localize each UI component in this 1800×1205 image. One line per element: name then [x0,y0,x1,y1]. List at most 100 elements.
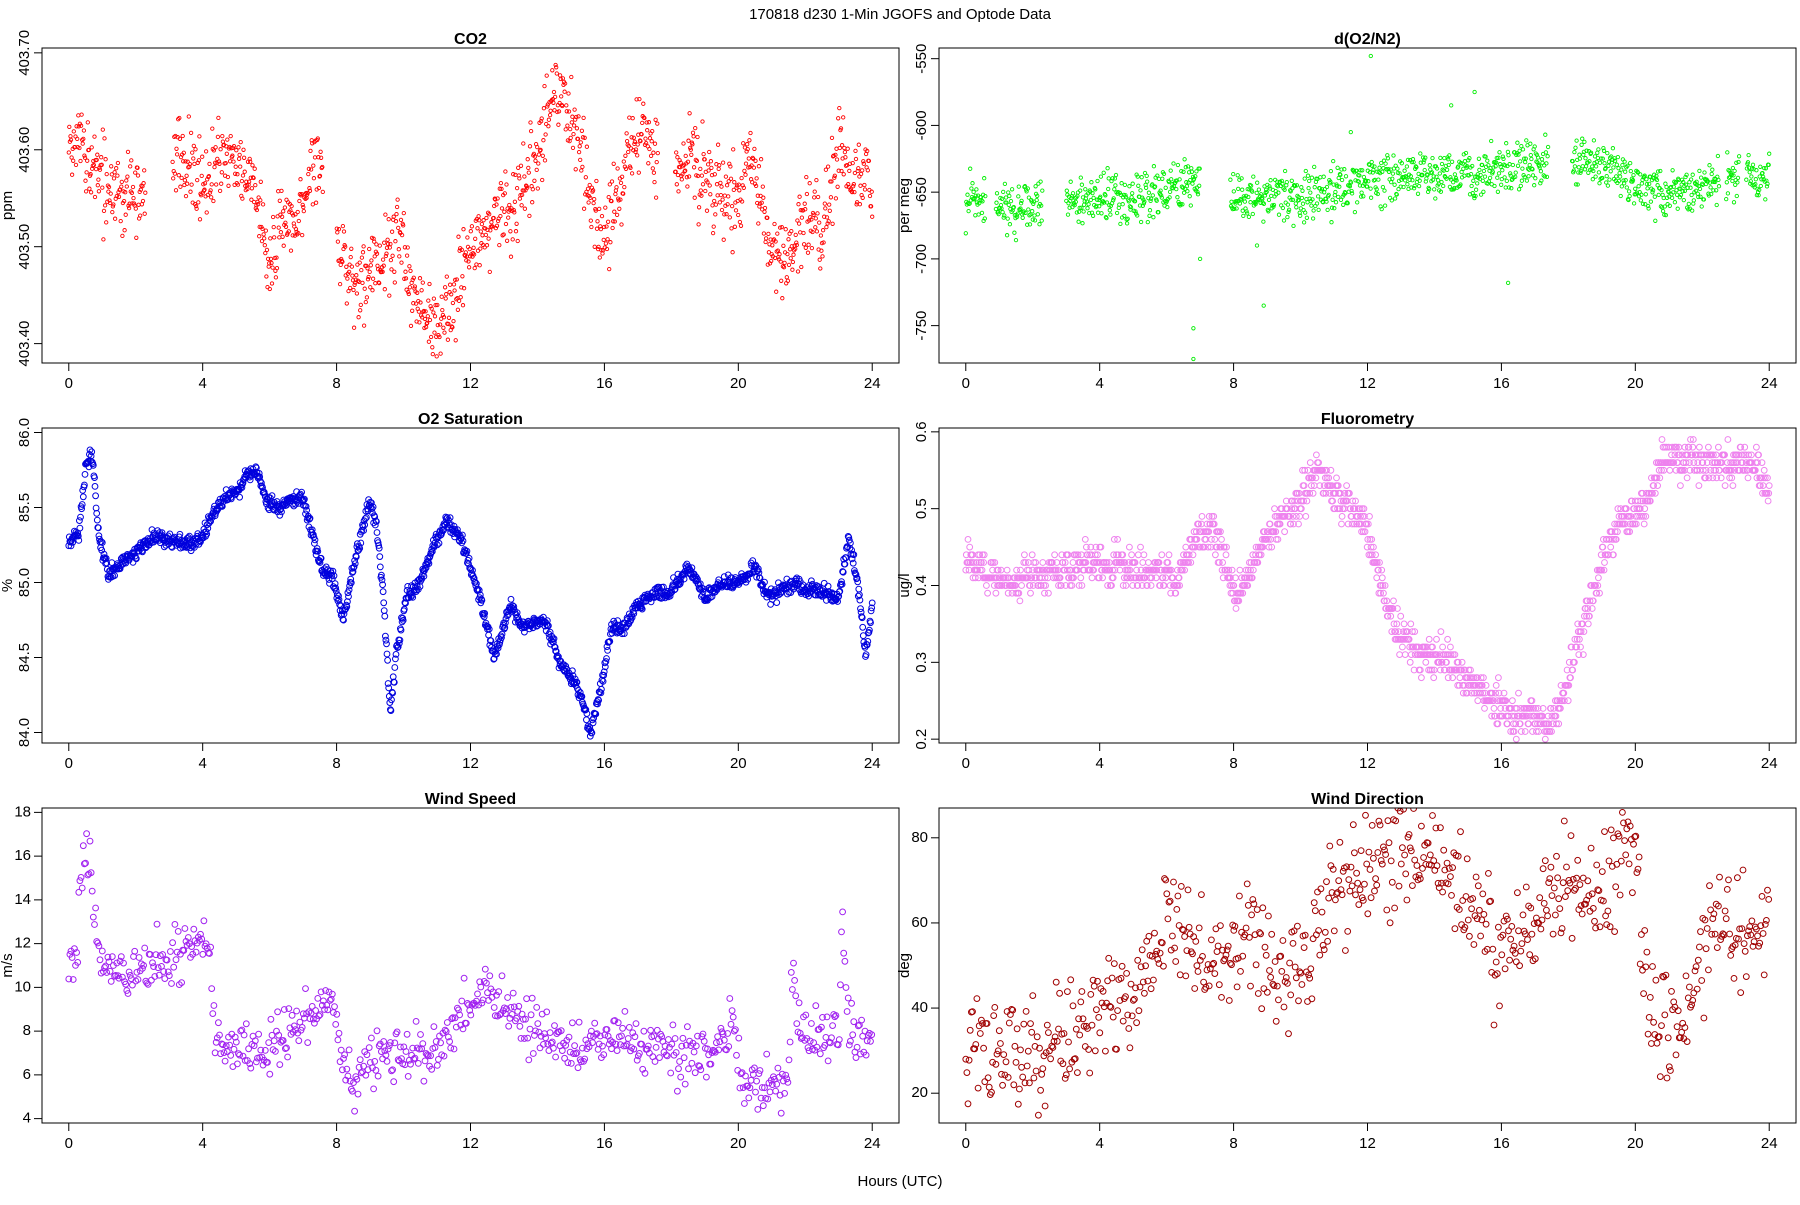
data-point [1040,560,1046,566]
data-point [1379,575,1385,581]
data-point [1507,154,1510,157]
data-point [469,230,472,233]
data-point [970,187,973,190]
data-point [1493,184,1496,187]
data-point [1709,186,1712,189]
data-point [1419,675,1425,681]
data-point [336,231,339,234]
data-point [1100,212,1103,215]
data-point [1605,174,1608,177]
data-point [359,303,362,306]
data-point [805,192,808,195]
data-point [1172,162,1175,165]
data-point [270,261,273,264]
data-point [253,167,256,170]
data-point [1370,160,1373,163]
data-point [611,226,614,229]
data-point [429,335,432,338]
data-point [653,142,656,145]
data-point [359,309,362,312]
data-point [336,240,339,243]
data-point [606,220,609,223]
data-point [636,154,639,157]
data-point [708,184,711,187]
data-point [1141,552,1147,558]
data-point [1077,220,1080,223]
data-point [1129,552,1135,558]
data-point [534,159,537,162]
data-point-outlier [1450,104,1453,107]
data-point [404,270,407,273]
data-point [615,213,618,216]
data-point [701,120,704,123]
data-point [584,717,590,723]
data-point [409,324,412,327]
data-point [462,228,465,231]
data-point [584,176,587,179]
data-point [378,244,381,247]
data-point [1313,165,1316,168]
data-point [1676,207,1679,210]
data-point [1402,652,1408,658]
data-point [1152,216,1155,219]
data-point [1108,209,1111,212]
data-point [200,174,203,177]
data-point [263,244,266,247]
data-point [711,204,714,207]
data-point [824,168,827,171]
data-point [838,106,841,109]
data-point [137,203,140,206]
data-point [577,150,580,153]
data-point [1086,207,1089,210]
data-point [371,277,374,280]
data-point [868,194,871,197]
data-point [675,151,678,154]
data-point [1308,179,1311,182]
data-point [1618,171,1621,174]
data-point [1717,185,1720,188]
data-point [1754,178,1757,181]
data-point [220,171,223,174]
data-point [124,213,127,216]
data-point [445,275,448,278]
data-point [1539,170,1542,173]
data-point [466,236,469,239]
data-point [733,181,736,184]
data-point [242,156,245,159]
data-point [1034,185,1037,188]
data-point [1019,583,1025,589]
data-point [97,178,100,181]
data-point [381,608,387,614]
data-point [377,554,383,560]
x-tick-label: 4 [199,375,207,392]
data-point [172,177,175,180]
data-point [692,135,695,138]
data-point [299,178,302,181]
data-point [1624,170,1627,173]
data-point [443,331,446,334]
data-point [1183,544,1189,550]
data-point [1597,171,1600,174]
data-point [784,228,787,231]
data-point [790,229,793,232]
data-point [1419,152,1422,155]
data-point [274,276,277,279]
data-point [1529,153,1532,156]
data-point [1629,169,1632,172]
data-point [600,214,603,217]
data-point [189,190,192,193]
data-point [171,160,174,163]
data-point [1186,190,1189,193]
data-point [1417,184,1420,187]
data-point [1488,176,1491,179]
data-point [143,212,146,215]
data-point [1330,221,1333,224]
data-point [1344,483,1350,489]
data-point [649,154,652,157]
x-tick-label: 8 [332,755,340,772]
y-tick-label: -550 [913,44,930,74]
data-point [1356,201,1359,204]
data-point [527,166,530,169]
data-point [818,258,821,261]
data-point [1506,150,1509,153]
